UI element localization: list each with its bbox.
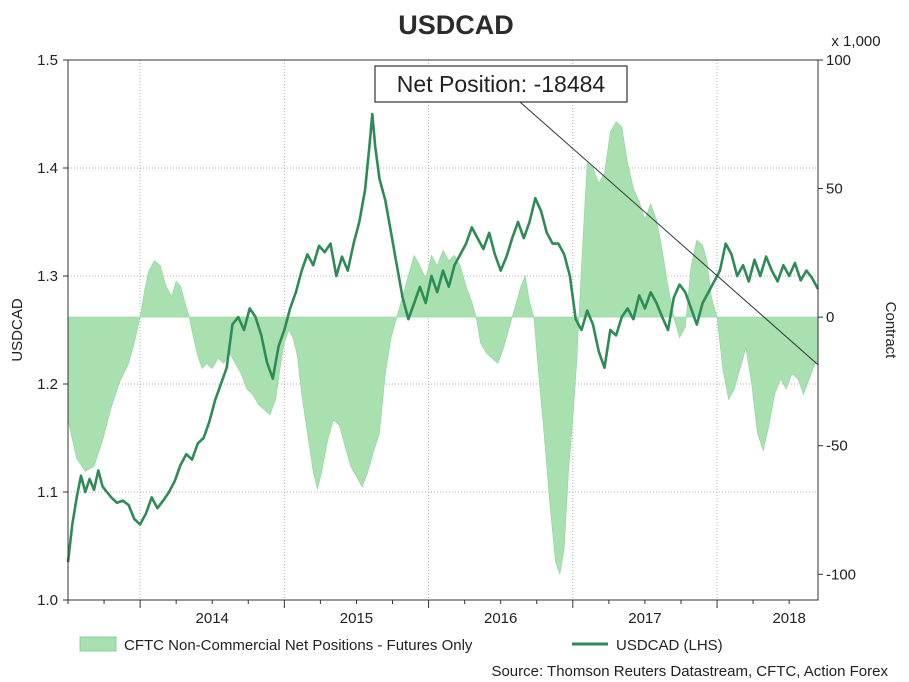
legend: CFTC Non-Commercial Net Positions - Futu… xyxy=(79,636,723,654)
right-tick-label: 100 xyxy=(826,52,851,69)
left-tick-label: 1.3 xyxy=(37,268,58,285)
right-axis-ticks: -100 -50 0 50 100 xyxy=(818,52,856,583)
x-tick-label: 2016 xyxy=(484,610,517,627)
grid xyxy=(68,60,818,600)
right-tick-label: 50 xyxy=(826,181,843,198)
chart-title: USDCAD xyxy=(398,10,514,40)
left-axis-ticks: 1.0 1.1 1.2 1.3 1.4 1.5 xyxy=(37,52,68,609)
annotation-text: Net Position: -18484 xyxy=(397,71,606,97)
net-positions-area xyxy=(67,121,819,575)
left-axis-title: USDCAD xyxy=(9,298,26,362)
plot-frame xyxy=(67,59,819,601)
usdcad-line xyxy=(66,112,820,563)
source-text: Source: Thomson Reuters Datastream, CFTC… xyxy=(491,663,888,680)
net-position-annotation: Net Position: -18484 xyxy=(374,65,819,366)
net-positions-area-layer xyxy=(67,121,819,575)
legend-item-usdcad: USDCAD (LHS) xyxy=(572,637,723,654)
x-axis-ticks: 2014 2015 2016 2017 2018 xyxy=(67,600,806,627)
left-tick-label: 1.4 xyxy=(37,160,58,177)
x-tick-label: 2017 xyxy=(628,610,661,627)
usdcad-line-layer xyxy=(66,112,820,563)
left-tick-label: 1.1 xyxy=(37,484,58,501)
left-tick-label: 1.2 xyxy=(37,376,58,393)
left-tick-label: 1.5 xyxy=(37,52,58,69)
right-axis-title: Contract xyxy=(882,302,899,360)
right-tick-label: -100 xyxy=(826,566,856,583)
x-tick-label: 2018 xyxy=(772,610,805,627)
legend-swatch-area xyxy=(79,636,117,652)
annotation-leader-line xyxy=(519,101,819,366)
right-tick-label: 0 xyxy=(826,309,834,326)
x-tick-label: 2014 xyxy=(196,610,229,627)
x-tick-label: 2015 xyxy=(340,610,373,627)
left-tick-label: 1.0 xyxy=(37,592,58,609)
annotation-box xyxy=(374,65,628,103)
legend-label-usdcad: USDCAD (LHS) xyxy=(616,637,723,654)
legend-item-net-positions: CFTC Non-Commercial Net Positions - Futu… xyxy=(79,636,473,654)
right-tick-label: -50 xyxy=(826,438,848,455)
right-axis-unit: x 1,000 xyxy=(831,33,880,50)
legend-label-net-positions: CFTC Non-Commercial Net Positions - Futu… xyxy=(124,637,473,654)
